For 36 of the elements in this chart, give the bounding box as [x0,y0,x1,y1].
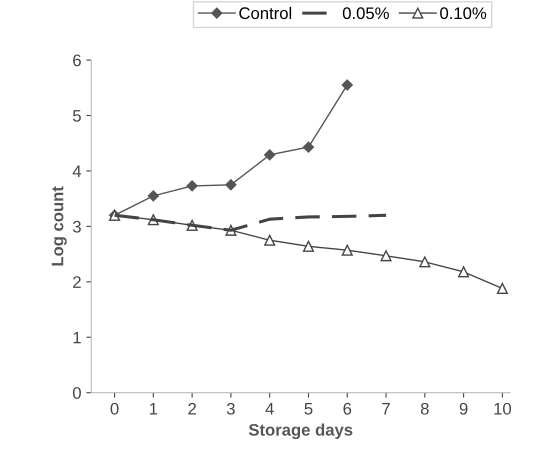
y-tick-label: 0 [72,387,81,399]
y-tick-label: 4 [72,166,82,177]
x-axis-title: Storage days [248,424,352,440]
point [302,141,314,153]
x-tick-label: 6 [343,402,352,415]
x-tick-label: 5 [304,403,312,415]
x-tick-label: 10 [494,402,512,415]
point [264,234,276,246]
y-tick-label: 1 [74,332,81,344]
x-tick-label: 1 [150,403,158,414]
y-tick-label: 5 [72,110,81,122]
y-tick-label: 3 [72,220,81,233]
point [186,180,198,192]
point [148,190,159,202]
point [342,79,353,91]
legend-label: 0.10% [440,7,486,20]
x-tick-label: 0 [110,402,119,415]
x-tick-label: 3 [226,402,235,415]
x-tick-label: 9 [460,402,468,415]
point [419,256,430,268]
y-tick-label: 2 [73,276,81,288]
x-tick-label: 8 [420,402,429,415]
y-tick-label: 6 [73,54,81,66]
legend-label: 0.05% [342,7,389,20]
point [302,240,314,252]
point [264,149,276,160]
point [225,179,237,190]
x-tick-label: 4 [265,403,274,414]
legend-label: Control [239,6,292,20]
point [342,244,353,256]
point [496,282,508,294]
x-tick-label: 2 [188,402,196,414]
x-tick-label: 7 [382,403,390,414]
point [380,250,392,262]
point [458,266,470,278]
y-axis-title: Log count [52,186,67,266]
